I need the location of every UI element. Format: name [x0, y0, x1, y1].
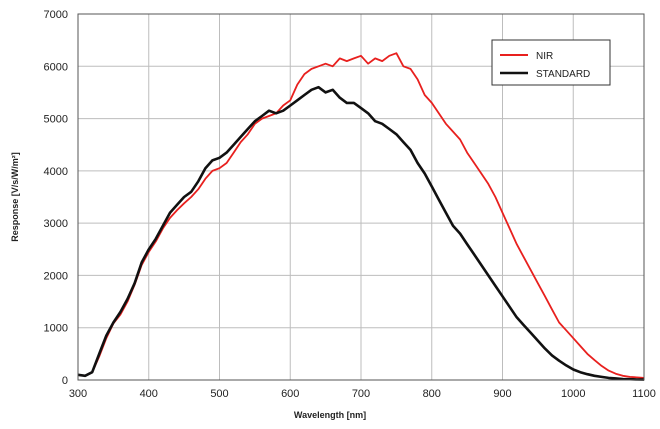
x-tick-label: 900 — [493, 388, 511, 400]
x-tick-label: 400 — [140, 388, 158, 400]
legend-label-nir: NIR — [536, 51, 553, 62]
x-tick-labels: 300 400 500 600 700 800 900 1000 1100 — [69, 388, 656, 400]
legend-box — [491, 39, 611, 86]
x-tick-label: 1100 — [632, 388, 656, 400]
x-tick-label: 800 — [423, 388, 441, 400]
series-line-nir — [77, 52, 645, 379]
y-tick-label: 2000 — [44, 270, 68, 282]
y-tick-label: 3000 — [44, 218, 68, 230]
x-tick-label: 700 — [352, 388, 370, 400]
x-tick-label: 500 — [210, 388, 228, 400]
x-tick-label: 600 — [281, 388, 299, 400]
y-axis-label: Response [V/s/W/m²] — [10, 152, 20, 242]
y-tick-label: 4000 — [44, 166, 68, 178]
legend-label-standard: STANDARD — [536, 69, 590, 80]
legend: NIR STANDARD — [491, 39, 611, 86]
y-tick-label: 0 — [62, 375, 68, 387]
plot-frame — [77, 13, 645, 381]
series-group — [77, 52, 645, 381]
y-tick-label: 6000 — [44, 61, 68, 73]
x-axis-label: Wavelength [nm] — [294, 410, 366, 420]
y-tick-label: 1000 — [44, 323, 68, 335]
x-tick-label: 300 — [69, 388, 87, 400]
y-tick-labels: 0 1000 2000 3000 4000 5000 6000 7000 — [44, 9, 68, 387]
series-line-standard — [77, 85, 645, 381]
y-tick-label: 5000 — [44, 114, 68, 126]
y-tick-label: 7000 — [44, 9, 68, 21]
x-tick-label: 1000 — [561, 388, 585, 400]
